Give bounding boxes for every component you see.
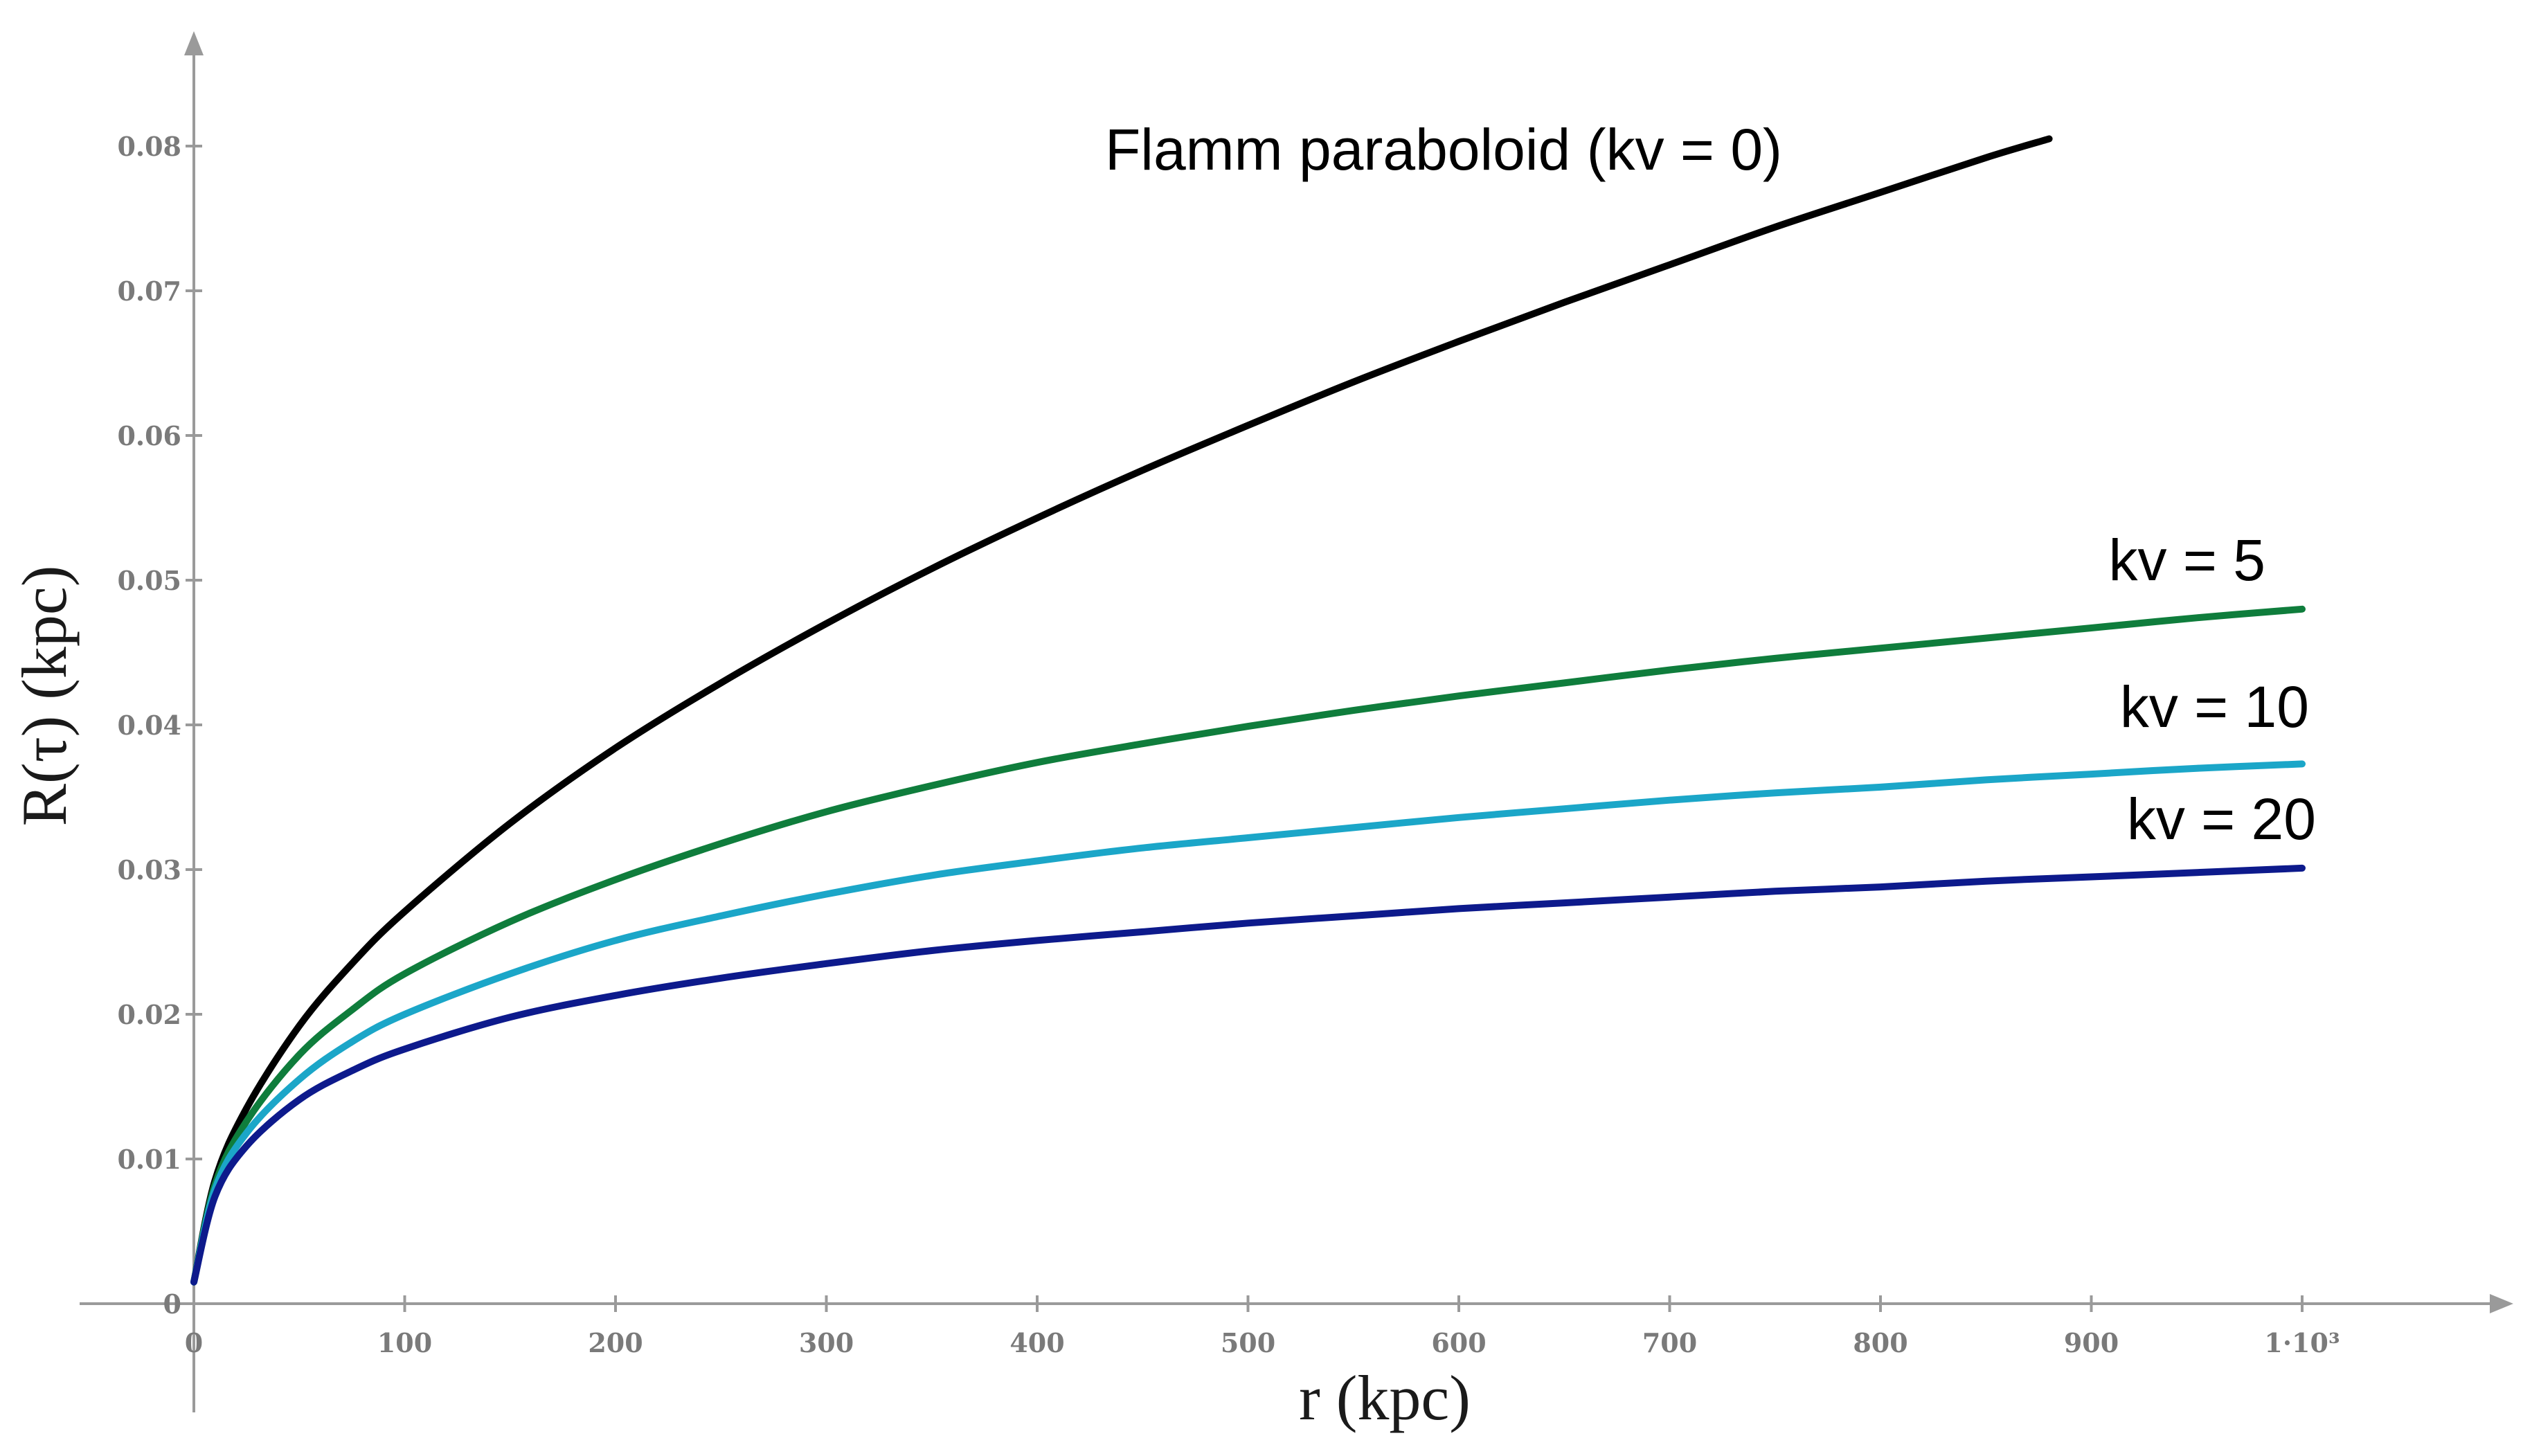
y-tick-label: 0.08 [117,131,181,162]
y-tick-label: 0.05 [117,565,181,596]
series-label-kv-10: kv = 10 [2120,674,2309,739]
y-axis-arrow-icon [184,31,204,55]
series-label-kv-0: Flamm paraboloid (kv = 0) [1105,117,1782,182]
x-axis-title: r (kpc) [1299,1363,1471,1433]
y-tick-label: 0.04 [117,710,181,741]
series-line-kv-20 [190,864,2306,1286]
series-label-kv-20: kv = 20 [2127,787,2316,852]
series-line-kv-10 [190,760,2306,1286]
x-tick-label: 700 [1642,1327,1697,1358]
y-axis-title: R(τ) (kpc) [9,566,80,827]
y-tick-label: 0.03 [117,854,181,886]
x-tick-label: 300 [799,1327,854,1358]
x-tick-label: 900 [2064,1327,2119,1358]
x-tick-label: 600 [1431,1327,1486,1358]
x-tick-label: 0 [185,1327,203,1358]
series-lines [190,135,2306,1286]
y-tick-label: 0.06 [117,420,181,451]
x-axis-arrow-icon [2490,1294,2513,1313]
ticks: 0 100 200 300 400 500 600 700 800 900 1·10³ 0 0.01 0.… [117,131,2340,1358]
y-tick-label: 0.02 [117,999,181,1030]
x-tick-label: 100 [377,1327,432,1358]
x-tick-label: 200 [588,1327,643,1358]
x-tick-label: 800 [1853,1327,1907,1358]
x-tick-label: 400 [1009,1327,1064,1358]
series-line-kv-0 [190,135,2053,1286]
x-tick-label: 500 [1221,1327,1275,1358]
series-line-kv-5 [190,605,2306,1286]
y-tick-label: 0 [163,1288,181,1320]
series-label-kv-5: kv = 5 [2109,528,2265,593]
y-tick-label: 0.01 [117,1144,181,1175]
y-tick-label: 0.07 [117,276,181,307]
series-labels: Flamm paraboloid (kv = 0) kv = 5 kv = 10 kv… [1105,117,2316,852]
x-tick-label: 1·10³ [2264,1327,2340,1358]
